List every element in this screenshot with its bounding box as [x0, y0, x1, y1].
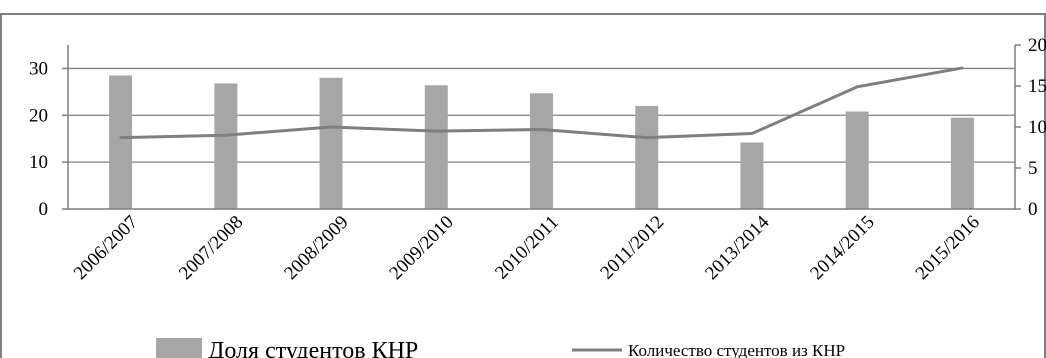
right-tick-label: 10 [1028, 117, 1046, 138]
line-point [224, 134, 228, 137]
line-series [119, 66, 964, 140]
bar [740, 142, 764, 209]
line-point [961, 66, 964, 70]
bar [845, 111, 869, 209]
right-tick-label: 15 [1028, 76, 1046, 97]
left-tick-label: 20 [29, 105, 48, 126]
line-point [645, 136, 648, 139]
line-point [855, 85, 859, 89]
line-point [750, 132, 754, 135]
bar [424, 85, 448, 209]
right-tick-label: 0 [1028, 199, 1038, 220]
right-tick-label: 20 [1028, 35, 1046, 56]
line-point [540, 128, 543, 131]
legend-line-label: Количество студентов из КНР [628, 341, 845, 358]
line-point [329, 125, 333, 129]
left-axis-ticks: 0 10 20 30 [29, 58, 68, 220]
left-tick-label: 0 [39, 199, 49, 220]
bar [635, 105, 659, 209]
legend-bar-label: Доля студентов КНР [208, 338, 418, 358]
legend-bar-swatch [156, 338, 202, 358]
bar [319, 77, 343, 209]
bar [214, 83, 238, 209]
left-tick-label: 10 [29, 152, 48, 173]
left-tick-label: 30 [29, 58, 48, 79]
chart-frame [0, 13, 1046, 358]
bar [530, 93, 553, 209]
bar [950, 117, 974, 209]
line-point [119, 136, 122, 139]
bar [109, 75, 133, 209]
right-tick-label: 5 [1028, 158, 1038, 179]
line-point [435, 129, 438, 133]
legend: Доля студентов КНР Количество студентов … [156, 338, 845, 358]
bar-series [109, 75, 974, 209]
right-axis-ticks: 0 5 10 15 20 [1015, 35, 1046, 220]
